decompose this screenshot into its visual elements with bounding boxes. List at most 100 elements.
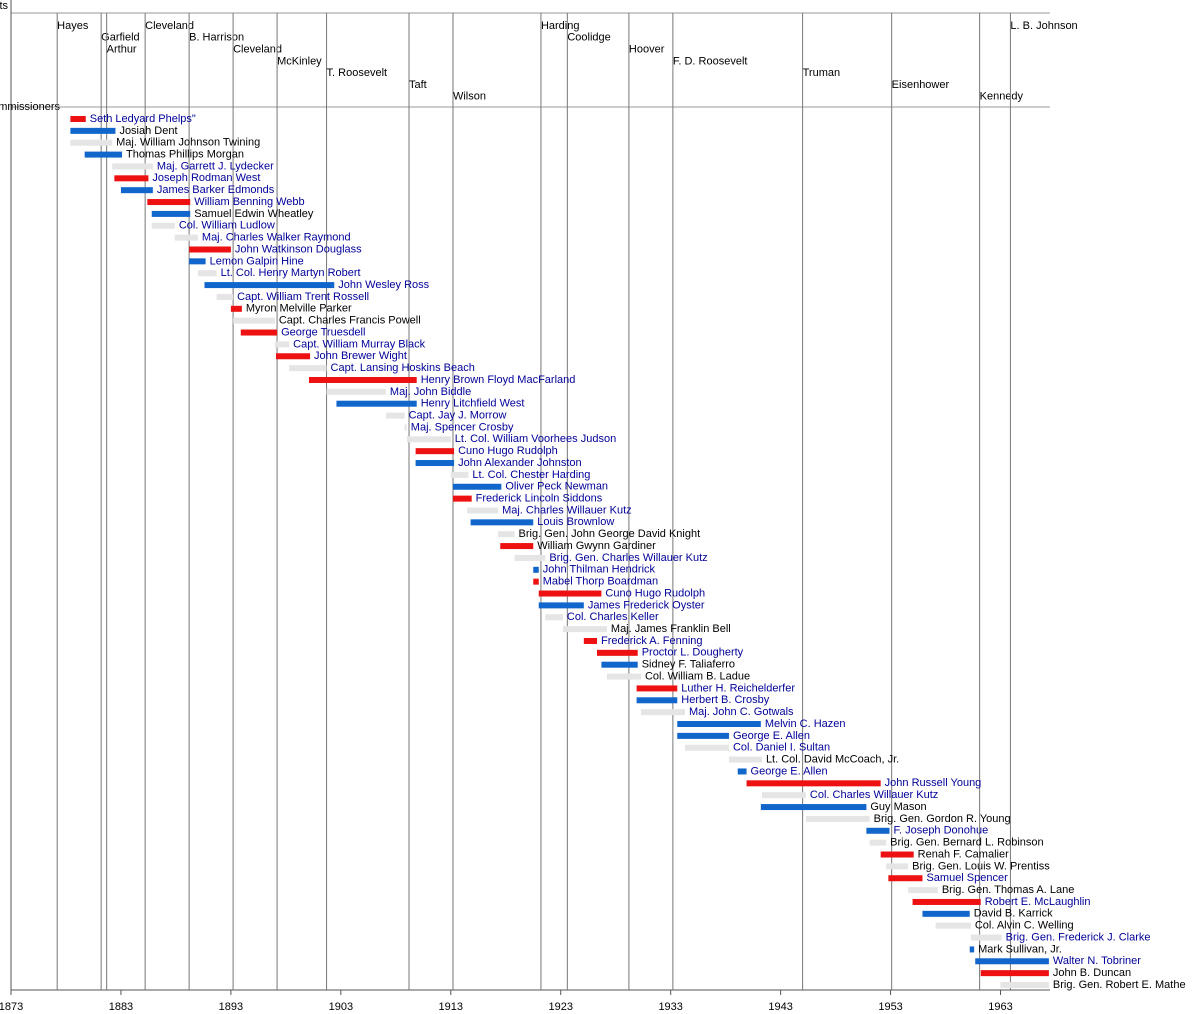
commissioner-name[interactable]: Maj. Charles Willauer Kutz (502, 504, 632, 516)
term-bar (970, 934, 1002, 941)
term-bar (467, 507, 499, 514)
term-bar (326, 388, 386, 395)
term-bar (514, 554, 546, 561)
term-bar (538, 590, 602, 597)
commissioner-name[interactable]: Lt. Col. Henry Martyn Robert (221, 267, 361, 279)
commissioner-name[interactable]: Capt. Jay J. Morrow (409, 409, 507, 421)
commissioner-name[interactable]: Maj. Spencer Crosby (411, 421, 514, 433)
term-bar (805, 815, 870, 822)
president-name: F. D. Roosevelt (673, 55, 748, 67)
commissioner-name[interactable]: F. Joseph Donohue (893, 825, 988, 837)
term-bar (601, 661, 638, 668)
commissioner-name[interactable]: Maj. Charles Walker Raymond (202, 232, 351, 244)
president-name: Garfield (101, 32, 140, 44)
commissioner-name: Brig. Gen. Thomas A. Lane (942, 884, 1074, 896)
term-bar (562, 626, 607, 633)
commissioner-name[interactable]: Lemon Galpin Hine (210, 255, 304, 267)
commissioner-name[interactable]: Maj. John C. Gotwals (689, 706, 794, 718)
commissioner-name[interactable]: John Wesley Ross (338, 279, 429, 291)
term-bar (908, 887, 938, 894)
term-bar (189, 246, 231, 253)
term-bar (70, 139, 113, 146)
commissioner-name: Brig. Gen. Gordon R. Young (874, 813, 1011, 825)
commissioner-name: Sidney F. Taliaferro (642, 659, 735, 671)
commissioner-name[interactable]: John Brewer Wight (314, 350, 407, 362)
commissioner-name[interactable]: Walter N. Tobriner (1053, 955, 1141, 967)
term-bar (533, 578, 539, 585)
commissioner-name[interactable]: Mabel Thorp Boardman (543, 576, 658, 588)
commissioner-name[interactable]: John Alexander Johnston (458, 457, 582, 469)
commissioner-name[interactable]: Lt. Col. Chester Harding (472, 469, 590, 481)
term-bar (275, 353, 311, 360)
commissioner-name[interactable]: Brig. Gen. Frederick J. Clarke (1006, 931, 1151, 943)
commissioner-name[interactable]: John Russell Young (885, 777, 982, 789)
commissioner-name[interactable]: Brig. Gen. Charles Willauer Kutz (549, 552, 707, 564)
commissioner-name[interactable]: Maj. Garrett J. Lydecker (157, 160, 274, 172)
commissioner-name[interactable]: Cuno Hugo Rudolph (605, 587, 705, 599)
term-bar (888, 875, 923, 882)
term-bar (1000, 982, 1049, 988)
commissioner-name[interactable]: Capt. William Murray Black (293, 338, 426, 350)
commissioner-name: Brig. Gen. Louis W. Prentiss (912, 860, 1050, 872)
commissioner-name[interactable]: George E. Allen (733, 730, 810, 742)
commissioner-name: Renah F. Camalier (918, 848, 1009, 860)
commissioner-name[interactable]: Col. Charles Willauer Kutz (810, 789, 938, 801)
commissioner-name[interactable]: Lt. Col. William Voorhees Judson (455, 433, 616, 445)
commissioner-name[interactable]: Melvin C. Hazen (765, 718, 846, 730)
term-bar (470, 519, 534, 526)
term-bar (404, 424, 407, 431)
commissioner-name[interactable]: Herbert B. Crosby (681, 694, 770, 706)
commissioner-name[interactable]: John Watkinson Douglass (235, 243, 362, 255)
commissioner-name[interactable]: Frederick Lincoln Siddons (476, 493, 603, 505)
commissioner-name[interactable]: Joseph Rodman West (152, 172, 260, 184)
commissioner-name[interactable]: Capt. William Trent Rossell (237, 291, 369, 303)
term-bar (308, 376, 417, 383)
term-bar (866, 827, 890, 834)
commissioner-name[interactable]: Maj. John Biddle (390, 386, 471, 398)
commissioner-name[interactable]: George Truesdell (281, 326, 365, 338)
term-bar (922, 910, 970, 917)
commissioner-name[interactable]: Col. Charles Keller (567, 611, 659, 623)
commissioner-name: Maj. William Johnson Twining (116, 137, 260, 149)
term-bar (538, 602, 584, 609)
commissioner-name[interactable]: Samuel Spencer (926, 872, 1008, 884)
commissioner-name[interactable]: John Thilman Hendrick (543, 564, 656, 576)
president-name: Eisenhower (892, 79, 950, 91)
term-bar (935, 922, 971, 929)
commissioner-name: Thomas Phillips Morgan (126, 148, 244, 160)
commissioner-name[interactable]: Capt. Lansing Hoskins Beach (331, 362, 475, 374)
commissioner-name[interactable]: Luther H. Reichelderfer (681, 682, 795, 694)
commissioner-name: Mark Sullivan, Jr. (978, 943, 1062, 955)
term-bar (746, 780, 881, 787)
commissioner-name[interactable]: James Barker Edmonds (157, 184, 275, 196)
x-tick-label: 1903 (329, 1001, 353, 1013)
commissioner-name[interactable]: Henry Litchfield West (421, 398, 525, 410)
commissioner-name[interactable]: William Benning Webb (194, 196, 304, 208)
commissioner-name[interactable]: James Frederick Oyster (588, 599, 705, 611)
commissioner-name[interactable]: Henry Brown Floyd MacFarland (421, 374, 576, 386)
term-bar (886, 863, 909, 870)
president-name: Wilson (453, 91, 486, 103)
commissioner-name[interactable]: Proctor L. Dougherty (642, 647, 744, 659)
commissioner-name[interactable]: Seth Ledyard Phelps" (90, 113, 196, 125)
commissioner-name[interactable]: Robert E. McLaughlin (985, 896, 1091, 908)
term-bar (545, 614, 563, 621)
term-bar (677, 732, 729, 739)
commissioner-name[interactable]: George E. Allen (751, 765, 828, 777)
president-name: Taft (409, 79, 427, 91)
x-tick-label: 1893 (219, 1001, 243, 1013)
term-bar (737, 768, 747, 775)
x-tick-label: 1923 (548, 1001, 572, 1013)
commissioner-name[interactable]: Col. William Ludlow (179, 220, 275, 232)
commissioner-name[interactable]: Frederick A. Fenning (601, 635, 703, 647)
term-bar (498, 531, 515, 538)
president-name: L. B. Johnson (1010, 20, 1077, 32)
term-bar (606, 673, 641, 680)
term-bar (415, 460, 455, 467)
term-bar (189, 258, 206, 265)
term-bar (450, 471, 469, 478)
commissioner-name[interactable]: Col. Daniel I. Sultan (733, 742, 830, 754)
commissioner-name[interactable]: Oliver Peck Newman (505, 481, 608, 493)
commissioner-name[interactable]: Louis Brownlow (537, 516, 614, 528)
commissioner-name[interactable]: Cuno Hugo Rudolph (458, 445, 558, 457)
